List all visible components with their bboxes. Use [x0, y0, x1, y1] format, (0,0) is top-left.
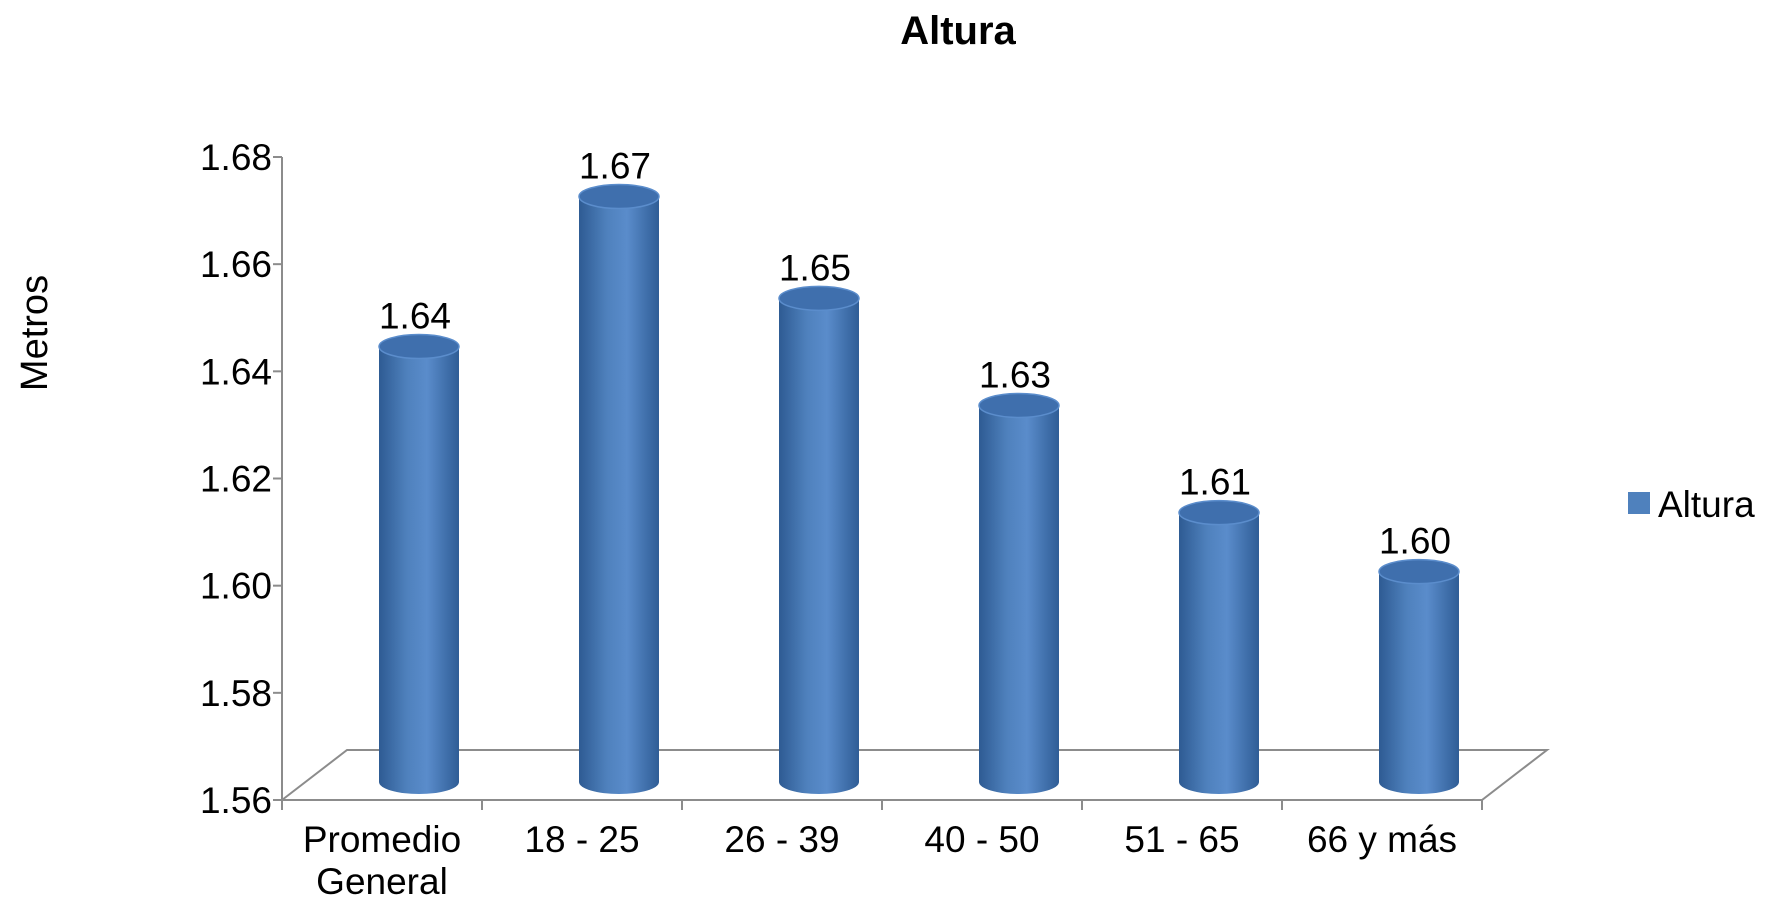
data-label: 1.61 — [1179, 462, 1251, 503]
bar-body — [1179, 512, 1259, 794]
bar-body — [379, 346, 459, 794]
bar — [578, 183, 660, 795]
bar-body — [979, 405, 1059, 794]
chart-title: Altura — [900, 9, 1016, 53]
y-tick-label: 1.68 — [200, 137, 272, 178]
x-tick-label-line: 40 - 50 — [924, 819, 1039, 860]
y-tick-label: 1.60 — [200, 566, 272, 607]
data-label: 1.60 — [1379, 521, 1451, 562]
y-tick-label: 1.64 — [200, 351, 272, 392]
bar-top — [1378, 558, 1460, 585]
x-tick-label-line: General — [316, 861, 448, 902]
x-tick-label-line: 66 y más — [1307, 819, 1457, 860]
legend-swatch — [1628, 492, 1650, 514]
bar-body — [579, 196, 659, 795]
x-tick-label: 51 - 65 — [1124, 819, 1239, 860]
y-axis-label: Metros — [14, 275, 56, 391]
bar-top — [578, 183, 660, 210]
bar — [378, 333, 460, 794]
x-tick-label: Promedio General — [303, 819, 461, 902]
x-tick-label: 40 - 50 — [924, 819, 1039, 860]
y-tick-label: 1.56 — [200, 780, 272, 821]
data-label: 1.63 — [979, 354, 1051, 395]
axes: 1.56 1.58 1.60 1.62 1.64 1.66 1.68 Promedio Gene… — [200, 137, 1483, 902]
data-label: 1.65 — [779, 247, 851, 288]
y-tick-label: 1.62 — [200, 459, 272, 500]
data-label: 1.64 — [379, 296, 451, 337]
bar-top — [1178, 499, 1260, 526]
bar — [778, 285, 860, 794]
x-tick-label-line: 26 - 39 — [724, 819, 839, 860]
bar-top — [378, 333, 460, 360]
bar — [978, 392, 1060, 794]
x-tick-label: 18 - 25 — [524, 819, 639, 860]
legend: Altura — [1628, 484, 1755, 525]
bar-top — [978, 392, 1060, 419]
bar — [1378, 558, 1460, 794]
bar — [1178, 499, 1260, 794]
y-tick-label: 1.66 — [200, 244, 272, 285]
x-tick-label-line: 18 - 25 — [524, 819, 639, 860]
x-tick-label: 66 y más — [1307, 819, 1457, 860]
bar-body — [1379, 571, 1459, 794]
x-tick-label-line: Promedio — [303, 819, 461, 860]
legend-label: Altura — [1658, 484, 1755, 525]
chart-floor — [279, 749, 1550, 801]
floor-plane — [279, 749, 1550, 801]
bar-body — [779, 298, 859, 794]
data-label: 1.67 — [579, 146, 651, 187]
x-tick-label-line: 51 - 65 — [1124, 819, 1239, 860]
bars: 1.64 1.67 1.65 1.63 1.61 1.60 — [378, 146, 1460, 795]
y-tick-label: 1.58 — [200, 673, 272, 714]
x-tick-label: 26 - 39 — [724, 819, 839, 860]
bar-top — [778, 285, 860, 312]
